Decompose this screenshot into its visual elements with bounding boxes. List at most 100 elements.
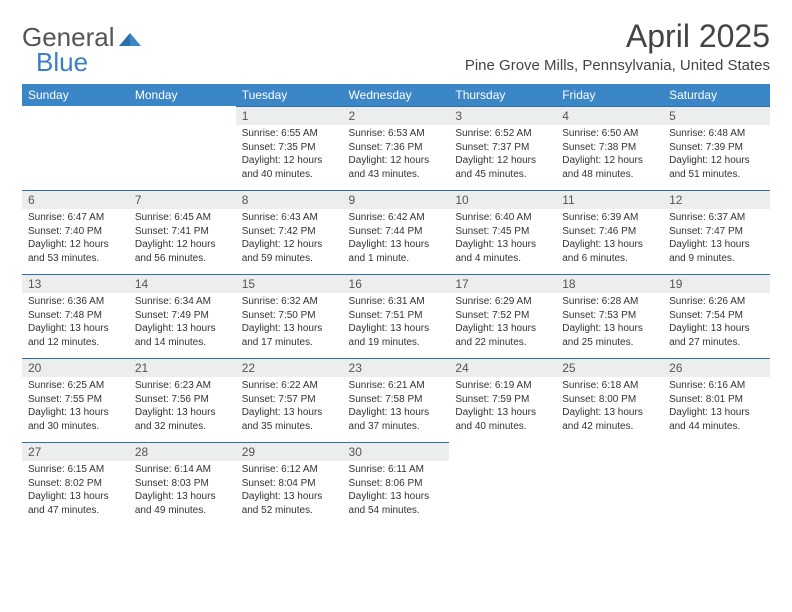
day-number: 6 (22, 190, 129, 209)
sunrise: Sunrise: 6:25 AM (28, 379, 123, 393)
sunset: Sunset: 8:06 PM (349, 477, 444, 491)
daylight: Daylight: 13 hours and 4 minutes. (455, 238, 550, 265)
sunrise: Sunrise: 6:19 AM (455, 379, 550, 393)
sunset: Sunset: 7:49 PM (135, 309, 230, 323)
sunrise: Sunrise: 6:43 AM (242, 211, 337, 225)
sunrise: Sunrise: 6:26 AM (669, 295, 764, 309)
sunset: Sunset: 8:01 PM (669, 393, 764, 407)
day-details: Sunrise: 6:18 AMSunset: 8:00 PMDaylight:… (556, 377, 663, 437)
sunset: Sunset: 8:02 PM (28, 477, 123, 491)
day-details: Sunrise: 6:16 AMSunset: 8:01 PMDaylight:… (663, 377, 770, 437)
day-details: Sunrise: 6:29 AMSunset: 7:52 PMDaylight:… (449, 293, 556, 353)
sunset: Sunset: 7:54 PM (669, 309, 764, 323)
sunrise: Sunrise: 6:23 AM (135, 379, 230, 393)
day-details: Sunrise: 6:28 AMSunset: 7:53 PMDaylight:… (556, 293, 663, 353)
day-number: 26 (663, 358, 770, 377)
day-number: 2 (343, 106, 450, 125)
day-number: 21 (129, 358, 236, 377)
title-block: April 2025 Pine Grove Mills, Pennsylvani… (465, 18, 770, 74)
sunset: Sunset: 7:36 PM (349, 141, 444, 155)
calendar-cell: 7Sunrise: 6:45 AMSunset: 7:41 PMDaylight… (129, 190, 236, 274)
calendar-cell: 27Sunrise: 6:15 AMSunset: 8:02 PMDayligh… (22, 442, 129, 526)
month-title: April 2025 (465, 18, 770, 55)
day-details: Sunrise: 6:26 AMSunset: 7:54 PMDaylight:… (663, 293, 770, 353)
daylight: Daylight: 13 hours and 54 minutes. (349, 490, 444, 517)
sunrise: Sunrise: 6:16 AM (669, 379, 764, 393)
sunrise: Sunrise: 6:45 AM (135, 211, 230, 225)
calendar-cell: 26Sunrise: 6:16 AMSunset: 8:01 PMDayligh… (663, 358, 770, 442)
day-details: Sunrise: 6:19 AMSunset: 7:59 PMDaylight:… (449, 377, 556, 437)
sunset: Sunset: 7:47 PM (669, 225, 764, 239)
calendar-cell: 13Sunrise: 6:36 AMSunset: 7:48 PMDayligh… (22, 274, 129, 358)
calendar-cell: 18Sunrise: 6:28 AMSunset: 7:53 PMDayligh… (556, 274, 663, 358)
day-details: Sunrise: 6:31 AMSunset: 7:51 PMDaylight:… (343, 293, 450, 353)
calendar-row: 20Sunrise: 6:25 AMSunset: 7:55 PMDayligh… (22, 358, 770, 442)
sunrise: Sunrise: 6:53 AM (349, 127, 444, 141)
sunrise: Sunrise: 6:55 AM (242, 127, 337, 141)
day-number: 5 (663, 106, 770, 125)
day-number: 16 (343, 274, 450, 293)
day-number: 9 (343, 190, 450, 209)
day-number: 19 (663, 274, 770, 293)
day-header: Thursday (449, 84, 556, 106)
day-number: 20 (22, 358, 129, 377)
day-details: Sunrise: 6:23 AMSunset: 7:56 PMDaylight:… (129, 377, 236, 437)
day-number: 23 (343, 358, 450, 377)
day-number: 15 (236, 274, 343, 293)
calendar-cell: 14Sunrise: 6:34 AMSunset: 7:49 PMDayligh… (129, 274, 236, 358)
calendar-cell: 16Sunrise: 6:31 AMSunset: 7:51 PMDayligh… (343, 274, 450, 358)
sunrise: Sunrise: 6:48 AM (669, 127, 764, 141)
calendar-row: 1Sunrise: 6:55 AMSunset: 7:35 PMDaylight… (22, 106, 770, 190)
day-number: 18 (556, 274, 663, 293)
day-details: Sunrise: 6:25 AMSunset: 7:55 PMDaylight:… (22, 377, 129, 437)
calendar-cell: 12Sunrise: 6:37 AMSunset: 7:47 PMDayligh… (663, 190, 770, 274)
day-details: Sunrise: 6:52 AMSunset: 7:37 PMDaylight:… (449, 125, 556, 185)
sunset: Sunset: 7:50 PM (242, 309, 337, 323)
sunrise: Sunrise: 6:42 AM (349, 211, 444, 225)
sunrise: Sunrise: 6:32 AM (242, 295, 337, 309)
calendar-cell (663, 442, 770, 526)
daylight: Daylight: 13 hours and 17 minutes. (242, 322, 337, 349)
day-header: Saturday (663, 84, 770, 106)
day-number: 11 (556, 190, 663, 209)
sunset: Sunset: 7:35 PM (242, 141, 337, 155)
day-number: 3 (449, 106, 556, 125)
calendar-cell: 1Sunrise: 6:55 AMSunset: 7:35 PMDaylight… (236, 106, 343, 190)
day-details: Sunrise: 6:40 AMSunset: 7:45 PMDaylight:… (449, 209, 556, 269)
daylight: Daylight: 12 hours and 53 minutes. (28, 238, 123, 265)
sunrise: Sunrise: 6:18 AM (562, 379, 657, 393)
sunrise: Sunrise: 6:39 AM (562, 211, 657, 225)
calendar-cell: 6Sunrise: 6:47 AMSunset: 7:40 PMDaylight… (22, 190, 129, 274)
day-number: 24 (449, 358, 556, 377)
daylight: Daylight: 13 hours and 19 minutes. (349, 322, 444, 349)
calendar-cell: 23Sunrise: 6:21 AMSunset: 7:58 PMDayligh… (343, 358, 450, 442)
day-number: 10 (449, 190, 556, 209)
day-details: Sunrise: 6:22 AMSunset: 7:57 PMDaylight:… (236, 377, 343, 437)
sunset: Sunset: 7:40 PM (28, 225, 123, 239)
sunrise: Sunrise: 6:36 AM (28, 295, 123, 309)
daylight: Daylight: 13 hours and 52 minutes. (242, 490, 337, 517)
sunset: Sunset: 7:38 PM (562, 141, 657, 155)
calendar-cell: 19Sunrise: 6:26 AMSunset: 7:54 PMDayligh… (663, 274, 770, 358)
daylight: Daylight: 13 hours and 9 minutes. (669, 238, 764, 265)
calendar-cell: 10Sunrise: 6:40 AMSunset: 7:45 PMDayligh… (449, 190, 556, 274)
calendar-cell: 20Sunrise: 6:25 AMSunset: 7:55 PMDayligh… (22, 358, 129, 442)
day-details: Sunrise: 6:39 AMSunset: 7:46 PMDaylight:… (556, 209, 663, 269)
day-details: Sunrise: 6:37 AMSunset: 7:47 PMDaylight:… (663, 209, 770, 269)
day-header: Monday (129, 84, 236, 106)
calendar-row: 6Sunrise: 6:47 AMSunset: 7:40 PMDaylight… (22, 190, 770, 274)
daylight: Daylight: 13 hours and 6 minutes. (562, 238, 657, 265)
daylight: Daylight: 12 hours and 48 minutes. (562, 154, 657, 181)
daylight: Daylight: 13 hours and 14 minutes. (135, 322, 230, 349)
day-number: 25 (556, 358, 663, 377)
sunrise: Sunrise: 6:21 AM (349, 379, 444, 393)
daylight: Daylight: 13 hours and 37 minutes. (349, 406, 444, 433)
sunset: Sunset: 7:42 PM (242, 225, 337, 239)
daylight: Daylight: 13 hours and 12 minutes. (28, 322, 123, 349)
calendar-cell (449, 442, 556, 526)
day-details: Sunrise: 6:47 AMSunset: 7:40 PMDaylight:… (22, 209, 129, 269)
day-details: Sunrise: 6:45 AMSunset: 7:41 PMDaylight:… (129, 209, 236, 269)
sunrise: Sunrise: 6:11 AM (349, 463, 444, 477)
calendar-cell (22, 106, 129, 190)
sunset: Sunset: 7:55 PM (28, 393, 123, 407)
